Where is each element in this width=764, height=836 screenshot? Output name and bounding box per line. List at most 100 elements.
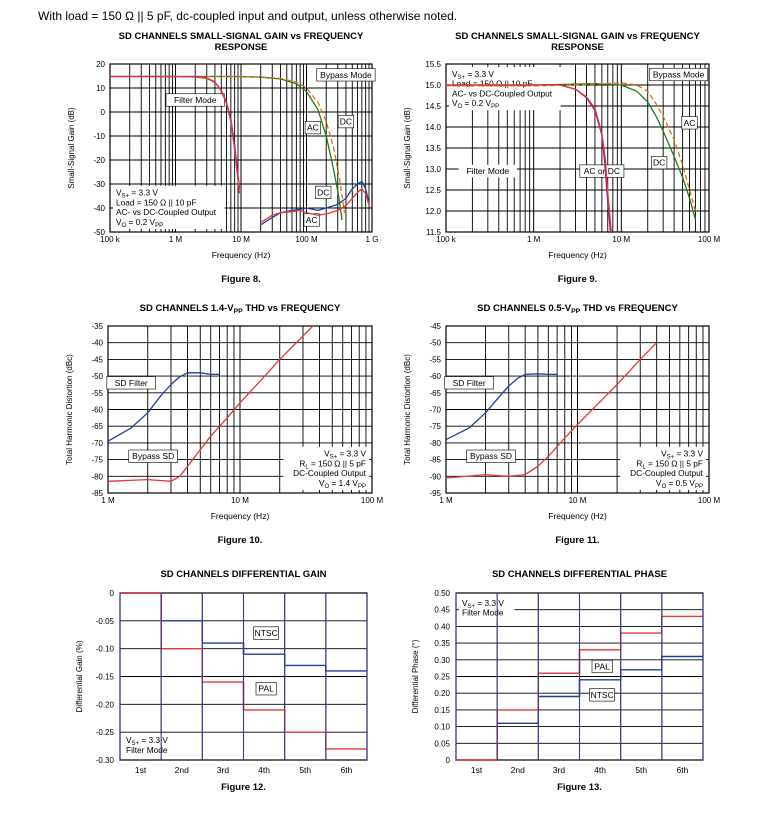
y-tick-label: 0.15: [434, 706, 450, 715]
chart-title: SD CHANNELS SMALL-SIGNAL GAIN vs FREQUEN…: [119, 31, 364, 42]
y-tick-label: -0.30: [96, 756, 115, 765]
conditions-block-bg: [123, 733, 179, 757]
y-tick-label: -55: [91, 389, 103, 398]
conditions-block-line: Filter Mode: [462, 608, 504, 618]
y-tick-label: -65: [91, 422, 103, 431]
y-tick-label: -20: [93, 156, 105, 165]
chart-title: SD CHANNELS DIFFERENTIAL PHASE: [492, 569, 667, 580]
annotation-label-box: [444, 376, 494, 390]
y-tick-label: 0.05: [434, 739, 450, 748]
annotation-label-box: [579, 164, 625, 178]
annotation-label: PAL: [258, 684, 274, 694]
y-tick-label: 0.10: [434, 723, 450, 732]
series-group: [455, 593, 704, 761]
annotation-label-box: [255, 682, 277, 696]
chart-title: RESPONSE: [551, 42, 604, 53]
x-tick-label: 1st: [135, 765, 147, 775]
y-tick-label: 13.0: [425, 165, 441, 174]
x-tick-label: 100 M: [698, 496, 721, 505]
y-tick-label: 0.30: [434, 656, 450, 665]
annotation-label: DC: [653, 158, 665, 168]
y-tick-label: -95: [429, 489, 441, 498]
series-group: [119, 592, 368, 760]
annotation-label-box: [128, 449, 178, 463]
conditions-block-line: Load = 150 Ω || 10 pF: [452, 79, 532, 89]
plot-frame: [445, 325, 710, 494]
x-tick-label: 100 M: [295, 235, 318, 244]
y-tick-label: 0.45: [434, 606, 450, 615]
x-tick-label: 5th: [299, 765, 311, 775]
annotation-label-box: [106, 376, 156, 390]
grid: [110, 63, 372, 233]
chart-title: SD CHANNELS 1.4-VPP​ THD vs FREQUENCY: [140, 303, 341, 315]
series-line-1: [446, 373, 558, 441]
chart-title: SD CHANNELS DIFFERENTIAL GAIN: [160, 569, 326, 580]
annotation-label: Bypass Mode: [653, 69, 705, 79]
y-tick-label: -55: [429, 355, 441, 364]
conditions-block-line: RL​ = 150 Ω || 5 pF: [299, 458, 366, 470]
annotations: NTSC PAL: [253, 626, 279, 696]
y-tick-label: -35: [91, 322, 103, 331]
annotation-label-box: [304, 121, 321, 135]
series-line-1: [446, 83, 697, 220]
annotation-label: SD Filter: [115, 378, 148, 388]
y-tick-label: 0: [110, 589, 115, 598]
conditions-block-line: AC- vs DC-Coupled Output: [116, 207, 217, 217]
y-tick-label: 0.35: [434, 639, 450, 648]
x-tick-label: 5th: [635, 765, 647, 775]
annotation-label: NTSC: [591, 690, 614, 700]
x-tick-label: 10 M: [231, 496, 249, 505]
conditions-block-line: DC-Coupled Output: [293, 468, 367, 478]
x-tick-label: 1 M: [527, 235, 541, 244]
y-tick-label: -0.25: [96, 728, 115, 737]
annotation-label: AC: [306, 215, 318, 225]
conditions-block-bg: [113, 185, 225, 229]
y-tick-label: 0.20: [434, 689, 450, 698]
conditions-block-line: AC- vs DC-Coupled Output: [452, 88, 553, 98]
y-tick-label: -70: [91, 439, 103, 448]
figure-8-chart: SD CHANNELS SMALL-SIGNAL GAIN vs FREQUEN…: [67, 31, 378, 285]
annotation-label-box: [681, 116, 698, 130]
y-axis-label: Differential Phase (°): [411, 639, 420, 713]
y-tick-label: -75: [429, 422, 441, 431]
y-axis-label: Total Harmonic Distortion (dBc): [65, 354, 74, 465]
chart-title: SD CHANNELS 0.5-VPP​ THD vs FREQUENCY: [477, 303, 678, 315]
y-tick-label: 20: [96, 60, 105, 69]
annotation-label: AC: [684, 118, 696, 128]
figure-caption: Figure 12.: [221, 782, 266, 793]
chart-title: RESPONSE: [215, 42, 268, 53]
annotations: Bypass Mode Filter Mode AC DC DC AC: [165, 68, 376, 227]
y-tick-label: -85: [91, 489, 103, 498]
annotations: PAL NTSC: [589, 659, 615, 702]
figure-11-chart: SD CHANNELS 0.5-VPP​ THD vs FREQUENCY -95…: [403, 303, 721, 546]
figure-13-chart: SD CHANNELS DIFFERENTIAL PHASE 0 0.05 0.10 0…: [411, 569, 704, 793]
y-tick-label: -45: [91, 355, 103, 364]
annotation-label: NTSC: [255, 628, 278, 638]
annotation-label-box: [253, 626, 279, 640]
y-tick-label: 14.5: [425, 102, 441, 111]
annotations: SD Filter Bypass SD: [444, 376, 516, 463]
conditions-block-line: VO​ = 0.2 VPP​: [116, 217, 163, 229]
x-tick-label: 100 M: [361, 496, 384, 505]
y-tick-label: -0.15: [96, 673, 115, 682]
conditions-block-line: Load = 150 Ω || 10 pF: [116, 197, 196, 207]
series-group: [110, 75, 370, 226]
conditions-block-line: RL​ = 150 Ω || 5 pF: [636, 458, 703, 470]
annotation-label-box: [649, 67, 709, 82]
conditions-block-line: VS+​ = 3.3 V: [452, 69, 494, 81]
x-tick-label: 10 M: [612, 235, 630, 244]
x-axis-label: Frequency (Hz): [212, 250, 271, 260]
y-tick-label: 12.5: [425, 186, 441, 195]
annotation-label: AC or DC: [584, 166, 620, 176]
conditions-block-bg: [620, 446, 706, 490]
y-tick-label: 0.25: [434, 673, 450, 682]
annotation-label: Bypass Mode: [320, 70, 372, 80]
y-tick-label: 15.0: [425, 81, 441, 90]
grid: [446, 325, 709, 494]
annotation-label-box: [589, 688, 615, 702]
x-tick-label: 2nd: [175, 765, 189, 775]
conditions-block-line: VS+​ = 3.3 V: [126, 735, 168, 747]
conditions-block-line: DC-Coupled Output: [630, 468, 704, 478]
x-tick-label: 4th: [594, 765, 606, 775]
figure-caption: Figure 8.: [221, 274, 261, 285]
